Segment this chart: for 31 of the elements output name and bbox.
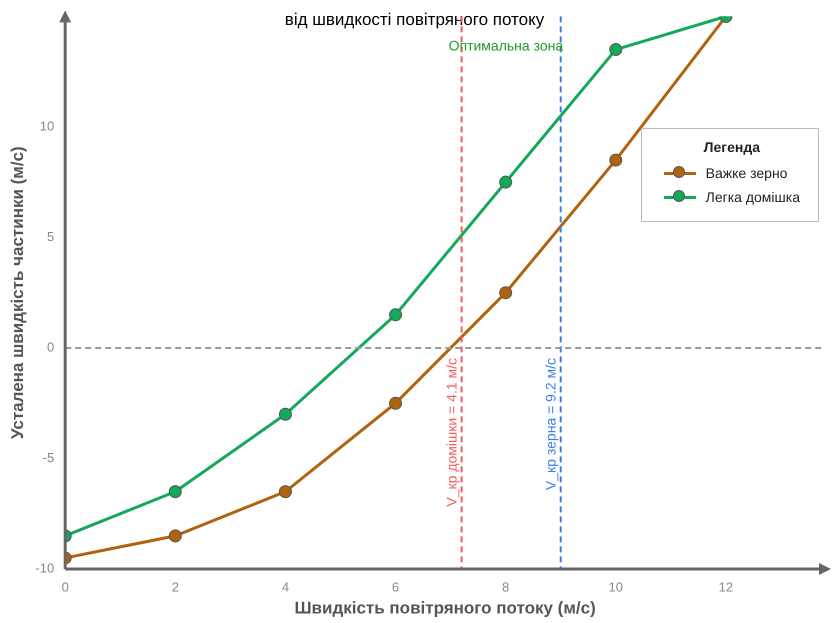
annotation: Оптимальна зона (448, 37, 564, 54)
x-tick-label: 0 (62, 579, 69, 594)
x-tick-label: 8 (502, 579, 510, 594)
legend-label: Легка домішка (706, 189, 800, 206)
point (389, 308, 402, 322)
y-tick-label: 0 (46, 340, 54, 355)
legend-title: Легенда (702, 139, 762, 156)
point (499, 286, 512, 300)
point (609, 43, 622, 56)
x-tick-label: 6 (392, 579, 400, 594)
y-tick-label: 5 (46, 229, 54, 244)
x-axis-title: Швидкість повітряного потоку (м/с) (294, 598, 596, 618)
point (499, 176, 512, 189)
legend-label: Важке зерно (706, 165, 788, 182)
x-tick-label: 10 (608, 579, 624, 594)
point (609, 154, 622, 167)
y-tick-label: -5 (42, 450, 54, 466)
y-tick-label: 10 (40, 118, 54, 134)
point (168, 485, 182, 498)
chart-title: від швидкості повітряного потоку (284, 10, 545, 29)
x-tick-label: 12 (718, 579, 734, 594)
x-tick-label: 2 (172, 579, 179, 594)
y-tick-label: -10 (35, 560, 54, 576)
point (278, 408, 292, 421)
point (168, 529, 182, 542)
annotation: V_кр зерна = 9.2 м/с (542, 358, 559, 490)
x-tick-label: 4 (282, 579, 290, 594)
point (278, 485, 292, 498)
point (389, 396, 402, 410)
y-axis-title: Усталена швидкість частинки (м/с) (8, 146, 27, 440)
annotation: V_кр домішки = 4.1 м/с (443, 358, 460, 507)
